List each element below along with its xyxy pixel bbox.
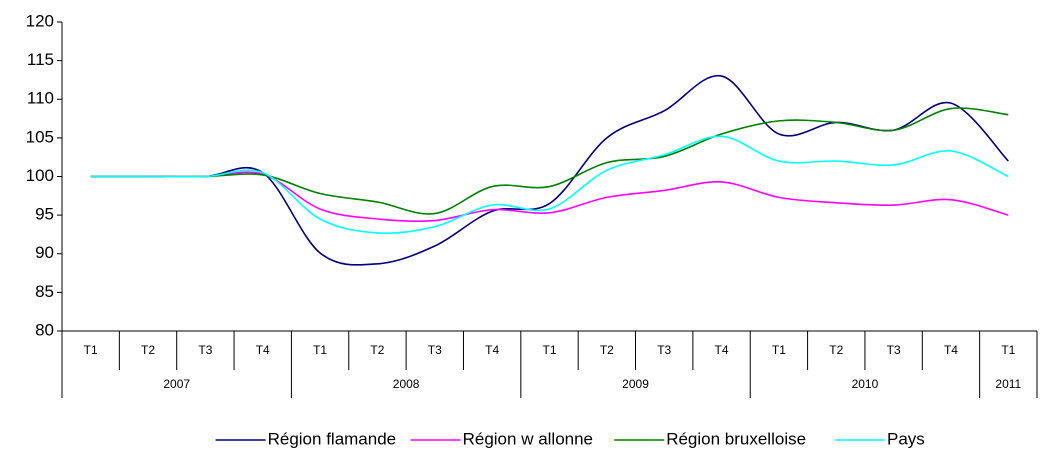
- x-group-label: 2008: [393, 377, 420, 391]
- y-tick-label: 85: [35, 282, 54, 301]
- legend-label: Pays: [887, 429, 925, 448]
- x-tick-label: T3: [887, 343, 901, 357]
- x-group-label: 2011: [995, 377, 1021, 391]
- x-tick-label: T4: [256, 343, 270, 357]
- x-tick-label: T4: [944, 343, 958, 357]
- x-tick-label: T1: [542, 343, 556, 357]
- legend-label: Région bruxelloise: [666, 429, 806, 448]
- legend-label: Région w allonne: [463, 429, 593, 448]
- series-line: [90, 107, 1009, 215]
- x-group-label: 2010: [852, 377, 879, 391]
- series-line: [90, 135, 1009, 234]
- x-group-label: 2009: [622, 377, 649, 391]
- y-tick-label: 100: [26, 166, 54, 185]
- y-tick-label: 95: [35, 205, 54, 224]
- y-tick-label: 90: [35, 243, 54, 262]
- y-tick-label: 110: [27, 89, 54, 108]
- y-tick-label: 115: [27, 50, 54, 69]
- legend-label: Région flamande: [268, 429, 397, 448]
- x-tick-label: T3: [428, 343, 442, 357]
- x-group-label: 2007: [163, 377, 190, 391]
- y-tick-label: 80: [35, 320, 54, 339]
- y-tick-label: 120: [26, 11, 54, 30]
- y-tick-label: 105: [26, 127, 54, 146]
- x-tick-label: T2: [370, 343, 384, 357]
- x-tick-label: T2: [829, 343, 843, 357]
- x-tick-label: T1: [772, 343, 786, 357]
- x-tick-label: T4: [715, 343, 729, 357]
- x-tick-label: T2: [600, 343, 614, 357]
- series-line: [90, 75, 1009, 266]
- x-tick-label: T1: [313, 343, 327, 357]
- x-tick-label: T2: [141, 343, 155, 357]
- x-tick-label: T3: [657, 343, 671, 357]
- x-tick-label: T3: [198, 343, 212, 357]
- x-tick-label: T1: [84, 343, 98, 357]
- x-tick-label: T1: [1001, 343, 1015, 357]
- series-line: [90, 171, 1009, 223]
- x-tick-label: T4: [485, 343, 499, 357]
